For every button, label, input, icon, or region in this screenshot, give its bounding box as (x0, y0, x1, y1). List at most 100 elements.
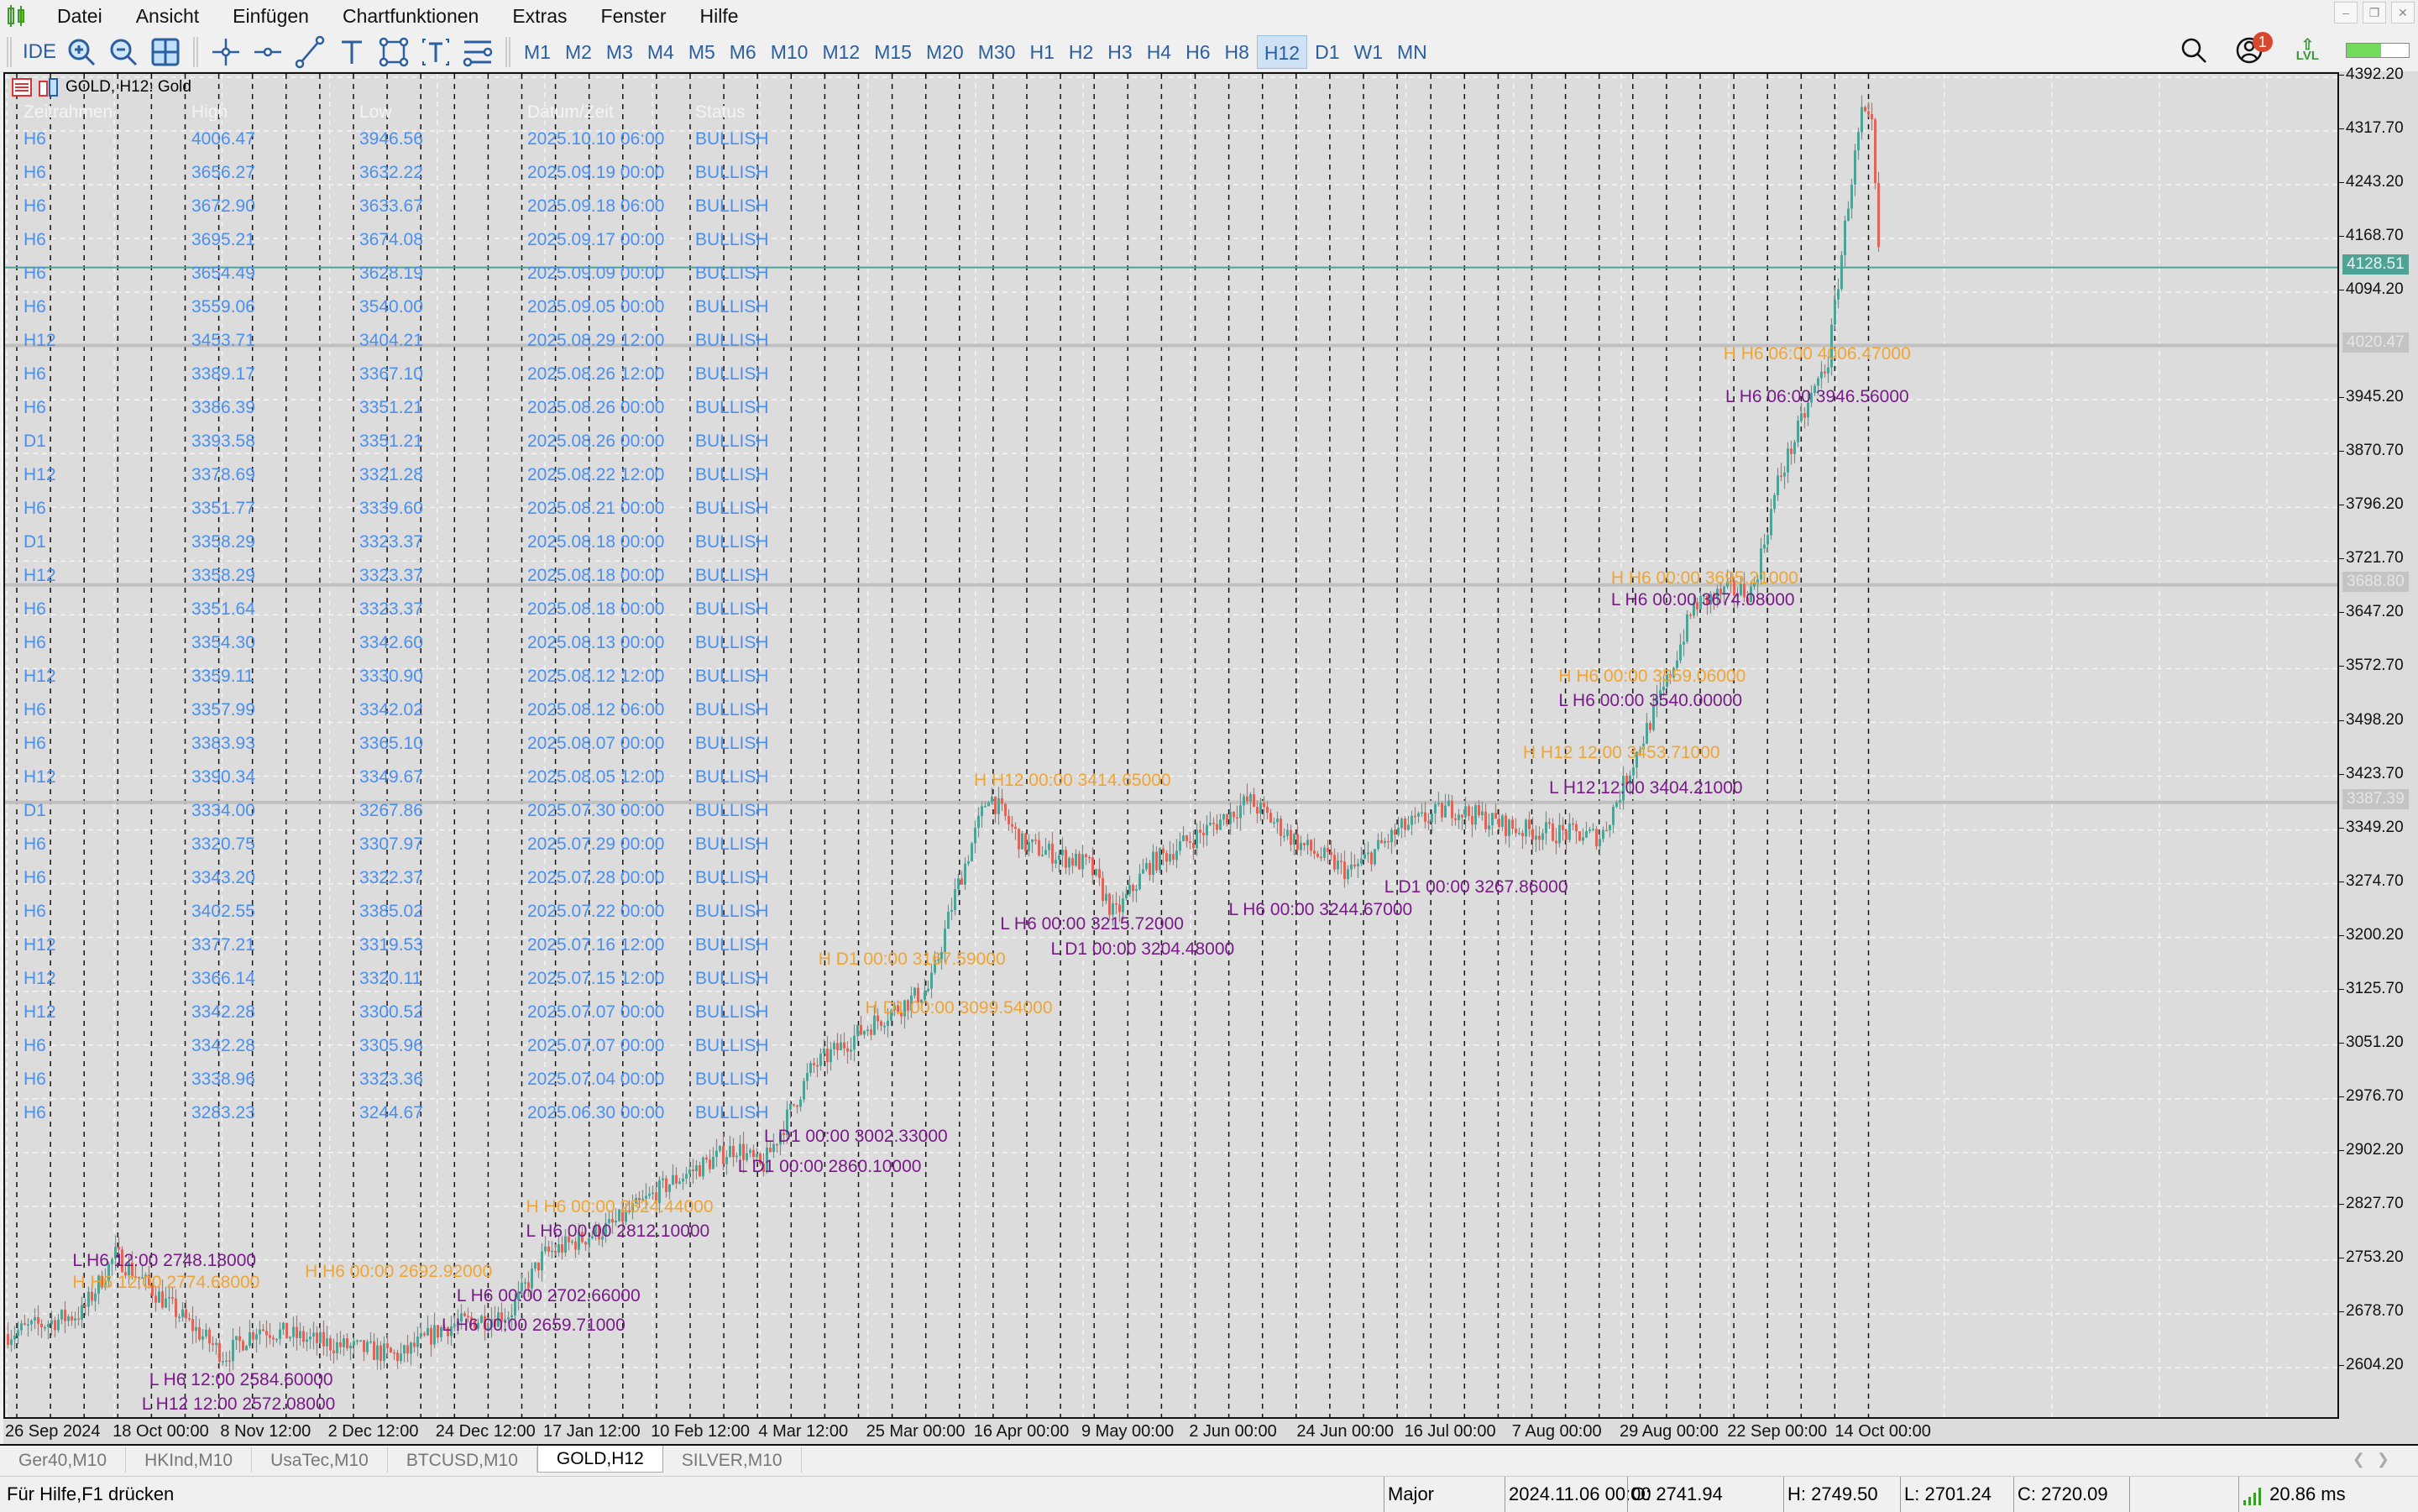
chart-plot-area[interactable]: Zeitrahmen High Low Datum/Zeit Status H6 4006.… (3, 72, 2339, 1419)
restore-button[interactable]: ❐ (2363, 2, 2386, 24)
connection-status[interactable]: 20.86 ms (2238, 1477, 2406, 1512)
low-label: L D1 00:00 2860.10000 (737, 1156, 922, 1176)
text-button[interactable] (332, 35, 371, 69)
cell-datetime: 2025.07.30 00:00 (527, 801, 665, 820)
level-price-tag: 3387.39 (2342, 788, 2409, 809)
candle-body (581, 1232, 584, 1243)
timeframe-h2[interactable]: H2 (1068, 40, 1094, 63)
time-tick: 22 Sep 00:00 (1727, 1422, 1828, 1441)
menu-fenster[interactable]: Fenster (600, 4, 667, 27)
timeframe-m15[interactable]: M15 (874, 40, 912, 63)
timeframe-m3[interactable]: M3 (605, 40, 633, 63)
cell-datetime: 2025.07.29 00:00 (527, 834, 665, 854)
tile-windows-button[interactable] (146, 35, 185, 69)
candle-body (1431, 814, 1433, 823)
horizontal-line-button[interactable] (249, 35, 287, 69)
chart-tab-btcusd-m10[interactable]: BTCUSD,M10 (388, 1447, 537, 1473)
price-axis[interactable]: 4392.20 4317.70 4243.20 4168.70 4094.20 3945.… (2339, 65, 2418, 1419)
account-button[interactable]: 1 (2236, 32, 2273, 65)
candle-body (779, 1133, 782, 1145)
status-profile[interactable]: Major (1384, 1477, 1501, 1512)
indicator-list-icon[interactable] (12, 78, 32, 97)
timeframe-h12[interactable]: H12 (1256, 34, 1308, 69)
candle-body (336, 1342, 338, 1353)
menu-chartfunktionen[interactable]: Chartfunktionen (342, 4, 479, 27)
timeframe-h4[interactable]: H4 (1146, 40, 1172, 63)
trendline-button[interactable] (290, 35, 329, 69)
tab-scroll-arrows[interactable]: ❮❯ (2352, 1451, 2401, 1468)
rectangle-button[interactable] (374, 35, 413, 69)
candle-body (1521, 833, 1524, 837)
chart-tab-ger40-m10[interactable]: Ger40,M10 (0, 1447, 127, 1473)
timeframe-d1[interactable]: D1 (1315, 40, 1340, 63)
cell-low: 3351.21 (359, 432, 423, 451)
timeframe-h6[interactable]: H6 (1185, 40, 1211, 63)
chart-tab-gold-h12[interactable]: GOLD,H12 (536, 1446, 663, 1473)
low-label: L H6 00:00 2812.10000 (526, 1222, 710, 1242)
timeframe-w1[interactable]: W1 (1353, 40, 1384, 63)
timeframe-m20[interactable]: M20 (925, 40, 964, 63)
candle-body (1253, 794, 1255, 807)
timeframe-m12[interactable]: M12 (822, 40, 861, 63)
timeframe-m30[interactable]: M30 (977, 40, 1016, 63)
candle-body (440, 1326, 442, 1337)
notification-badge: 1 (2252, 32, 2273, 52)
candle-body (191, 1319, 194, 1332)
candle-body (1736, 594, 1739, 597)
zoom-out-button[interactable] (104, 35, 143, 69)
chart-tab-silver-m10[interactable]: SILVER,M10 (663, 1447, 802, 1473)
candle-body (1088, 856, 1091, 859)
cell-high: 3378.69 (191, 465, 255, 484)
candle-body (682, 1178, 684, 1182)
time-axis[interactable]: 26 Sep 2024 18 Oct 00:00 8 Nov 12:00 2 Dec … (3, 1419, 2339, 1444)
candle-body (709, 1159, 711, 1169)
timeframe-m10[interactable]: M10 (770, 40, 809, 63)
ide-button[interactable]: IDE (22, 39, 56, 63)
menu-ansicht[interactable]: Ansicht (135, 4, 200, 27)
level-button[interactable]: ⇧ LVL (2296, 37, 2319, 62)
menu-extras[interactable]: Extras (512, 4, 568, 27)
chart-tab-usatec-m10[interactable]: UsaTec,M10 (252, 1447, 388, 1473)
chart-symbol-label: GOLD, H12: Gold (65, 78, 191, 96)
candle-body (1686, 614, 1688, 642)
cell-datetime: 2025.07.28 00:00 (527, 868, 665, 887)
timeframe-m6[interactable]: M6 (729, 40, 756, 63)
text-label-icon (422, 38, 449, 65)
timeframe-h8[interactable]: H8 (1224, 40, 1249, 63)
candle-body (1850, 184, 1853, 209)
text-label-button[interactable] (416, 35, 455, 69)
search-icon[interactable] (2179, 35, 2209, 65)
time-tick: 24 Jun 00:00 (1296, 1422, 1395, 1441)
candle-body (460, 1313, 463, 1322)
menu-datei[interactable]: Datei (57, 4, 102, 27)
close-button[interactable]: ✕ (2391, 2, 2415, 24)
menu-hilfe[interactable]: Hilfe (699, 4, 739, 27)
candle-body (1350, 864, 1353, 870)
candle-body (437, 1325, 439, 1337)
candle-body (1535, 835, 1537, 840)
candle-body (272, 1337, 275, 1340)
timeframe-h3[interactable]: H3 (1107, 40, 1133, 63)
candle-body (762, 1164, 765, 1173)
minimize-button[interactable]: – (2334, 2, 2358, 24)
timeframe-m5[interactable]: M5 (688, 40, 715, 63)
timeframe-mn[interactable]: MN (1397, 40, 1427, 63)
chart-window[interactable]: Zeitrahmen High Low Datum/Zeit Status H6 4006.… (3, 65, 2418, 1444)
fibonacci-button[interactable] (458, 35, 497, 69)
menu-einfuegen[interactable]: Einfügen (233, 4, 309, 27)
timeframe-h1[interactable]: H1 (1029, 40, 1055, 63)
timeframe-m1[interactable]: M1 (524, 40, 551, 63)
object-list-icon[interactable] (39, 78, 59, 97)
timeframe-m4[interactable]: M4 (646, 40, 674, 63)
candle-body (1541, 833, 1544, 840)
toolbar-grip[interactable] (7, 36, 12, 67)
cell-status: BULLISH (695, 196, 769, 216)
zoom-in-button[interactable] (62, 35, 101, 69)
timeframe-m2[interactable]: M2 (564, 40, 592, 63)
candle-body (393, 1352, 395, 1354)
chart-tab-hkind-m10[interactable]: HKInd,M10 (126, 1447, 253, 1473)
crosshair-button[interactable] (207, 35, 245, 69)
candle-body (826, 1049, 829, 1063)
candle-body (487, 1327, 489, 1330)
candle-body (1679, 644, 1682, 661)
